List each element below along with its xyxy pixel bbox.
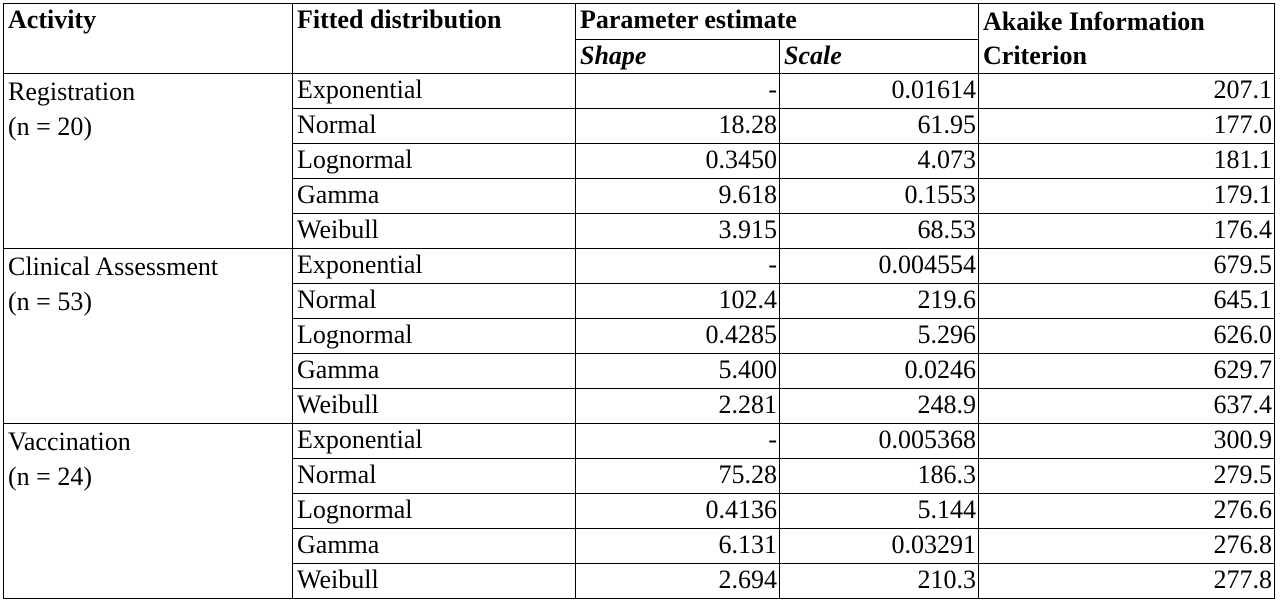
shape-cell: 0.4136 <box>575 493 780 529</box>
activity-name: Clinical Assessment <box>8 252 219 281</box>
aic-cell: 177.0 <box>978 108 1275 144</box>
shape-cell: 102.4 <box>575 283 780 319</box>
shape-cell: 0.3450 <box>575 143 780 179</box>
distribution-cell: Exponential <box>292 73 576 109</box>
table-row: Clinical Assessment (n = 53) Exponential -0… <box>3 248 1275 424</box>
aic-cell: 279.5 <box>978 458 1275 494</box>
table-row: Lognormal 0.4136 5.144 276.6 <box>4 493 1275 529</box>
shape-cell: 5.400 <box>575 353 780 389</box>
activity-cell: Clinical Assessment (n = 53) <box>3 248 293 424</box>
shape-cell: 2.694 <box>575 563 780 599</box>
distribution-cell: Lognormal <box>292 318 576 354</box>
table-row: Vaccination (n = 24) Exponential -0.005368 3… <box>3 423 1275 599</box>
header-aic: Akaike Information Criterion <box>978 3 1275 74</box>
table-row: Normal 102.4 219.6 645.1 <box>4 283 1275 319</box>
shape-cell: 3.915 <box>575 213 780 249</box>
scale-cell: 0.004554 <box>779 248 979 284</box>
scale-cell: 68.53 <box>779 213 979 249</box>
shape-cell: 18.28 <box>575 108 780 144</box>
activity-sample-size: (n = 20) <box>8 112 92 141</box>
activity-name: Vaccination <box>8 427 131 456</box>
aic-cell: 176.4 <box>978 213 1275 249</box>
aic-cell: 181.1 <box>978 143 1275 179</box>
distribution-cell: Weibull <box>292 213 576 249</box>
table-row: Weibull 2.694 210.3 277.8 <box>4 563 1275 599</box>
table-row: Normal 75.28 186.3 279.5 <box>4 458 1275 494</box>
distribution-cell: Normal <box>292 283 576 319</box>
scale-cell: 210.3 <box>779 563 979 599</box>
aic-cell: 626.0 <box>978 318 1275 354</box>
header-activity: Activity <box>3 3 293 74</box>
aic-cell: 645.1 <box>978 283 1275 319</box>
distribution-cell: Gamma <box>292 178 576 214</box>
scale-cell: 5.144 <box>779 493 979 529</box>
table-body: Registration (n = 20) Exponential -0.01614 2… <box>3 73 1275 599</box>
header-parameter-estimate: Parameter estimate <box>575 3 979 40</box>
scale-cell: 4.073 <box>779 143 979 179</box>
scale-cell: 5.296 <box>779 318 979 354</box>
scale-cell: 0.03291 <box>779 528 979 564</box>
shape-cell: - <box>575 73 780 109</box>
aic-cell: 300.9 <box>978 423 1275 459</box>
shape-cell: 9.618 <box>575 178 780 214</box>
scale-cell: 0.1553 <box>779 178 979 214</box>
aic-cell: 629.7 <box>978 353 1275 389</box>
activity-name: Registration <box>8 77 136 106</box>
scale-cell: 61.95 <box>779 108 979 144</box>
distribution-cell: Normal <box>292 458 576 494</box>
shape-cell: 75.28 <box>575 458 780 494</box>
activity-sample-size: (n = 24) <box>8 462 92 491</box>
table-row: Gamma 5.400 0.0246 629.7 <box>4 353 1275 389</box>
table-row: Registration (n = 20) Exponential -0.01614 2… <box>3 73 1275 249</box>
distribution-cell: Exponential <box>292 423 576 459</box>
header-fitted-distribution: Fitted distribution <box>292 3 576 74</box>
scale-cell: 248.9 <box>779 388 979 424</box>
aic-cell: 637.4 <box>978 388 1275 424</box>
shape-cell: - <box>575 248 780 284</box>
distribution-cell: Weibull <box>292 388 576 424</box>
shape-cell: 0.4285 <box>575 318 780 354</box>
scale-cell: 219.6 <box>779 283 979 319</box>
header-aic-line2: Criterion <box>983 41 1087 70</box>
shape-cell: 6.131 <box>575 528 780 564</box>
aic-cell: 207.1 <box>978 73 1275 109</box>
header-aic-line1: Akaike Information <box>983 7 1205 36</box>
scale-cell: 0.0246 <box>779 353 979 389</box>
header-scale: Scale <box>779 39 979 74</box>
header-shape: Shape <box>575 39 780 74</box>
shape-cell: 2.281 <box>575 388 780 424</box>
distribution-cell: Gamma <box>292 528 576 564</box>
distribution-cell: Gamma <box>292 353 576 389</box>
distribution-cell: Exponential <box>292 248 576 284</box>
distribution-fit-table: Activity Fitted distribution Parameter e… <box>3 3 1275 599</box>
activity-cell: Registration (n = 20) <box>3 73 293 249</box>
distribution-cell: Lognormal <box>292 143 576 179</box>
shape-cell: - <box>575 423 780 459</box>
scale-cell: 0.01614 <box>779 73 979 109</box>
aic-cell: 276.6 <box>978 493 1275 529</box>
distribution-cell: Weibull <box>292 563 576 599</box>
activity-sample-size: (n = 53) <box>8 287 92 316</box>
distribution-cell: Normal <box>292 108 576 144</box>
table-row: Lognormal 0.4285 5.296 626.0 <box>4 318 1275 354</box>
aic-cell: 276.8 <box>978 528 1275 564</box>
table-row: Weibull 3.915 68.53 176.4 <box>4 213 1275 249</box>
scale-cell: 0.005368 <box>779 423 979 459</box>
aic-cell: 179.1 <box>978 178 1275 214</box>
distribution-cell: Lognormal <box>292 493 576 529</box>
aic-cell: 277.8 <box>978 563 1275 599</box>
scale-cell: 186.3 <box>779 458 979 494</box>
table-row: Gamma 6.131 0.03291 276.8 <box>4 528 1275 564</box>
aic-cell: 679.5 <box>978 248 1275 284</box>
table-row: Gamma 9.618 0.1553 179.1 <box>4 178 1275 214</box>
activity-cell: Vaccination (n = 24) <box>3 423 293 599</box>
